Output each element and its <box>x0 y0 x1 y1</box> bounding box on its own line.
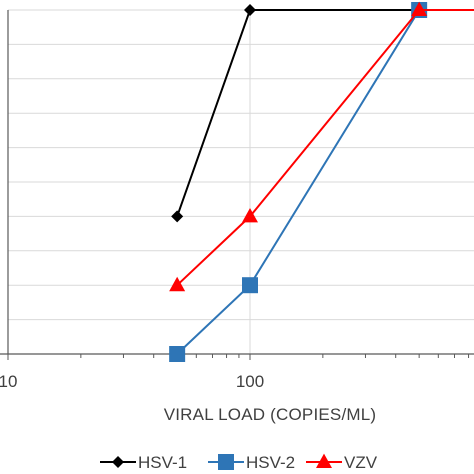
square-marker <box>242 277 258 294</box>
legend-item-vzv: VZV <box>306 453 378 472</box>
legend-label: VZV <box>344 453 378 472</box>
x-tick-labels: 101001000 <box>0 372 474 391</box>
legend-label: HSV-2 <box>246 453 295 472</box>
x-tick-label: 100 <box>236 372 264 391</box>
legend-item-hsv-1: HSV-1 <box>100 453 187 472</box>
triangle-marker <box>316 453 332 468</box>
series-line <box>176 9 474 286</box>
square-marker <box>218 454 234 470</box>
series-vzv <box>169 1 474 292</box>
grid-lines <box>8 9 474 354</box>
legend: HSV-1 HSV-2 VZV <box>100 453 378 472</box>
x-tick-label: 10 <box>0 372 17 391</box>
triangle-marker <box>242 208 258 223</box>
x-axis-title: VIRAL LOAD (COPIES/ML) <box>164 405 377 424</box>
triangle-marker <box>169 276 186 292</box>
data-series <box>169 1 474 362</box>
diamond-marker <box>244 4 256 16</box>
legend-item-hsv-2: HSV-2 <box>208 453 295 472</box>
diamond-marker <box>171 210 184 223</box>
triangle-marker <box>411 1 428 16</box>
diamond-marker <box>112 456 124 468</box>
legend-label: HSV-1 <box>138 453 187 472</box>
square-marker <box>169 346 186 362</box>
axes <box>0 10 474 360</box>
